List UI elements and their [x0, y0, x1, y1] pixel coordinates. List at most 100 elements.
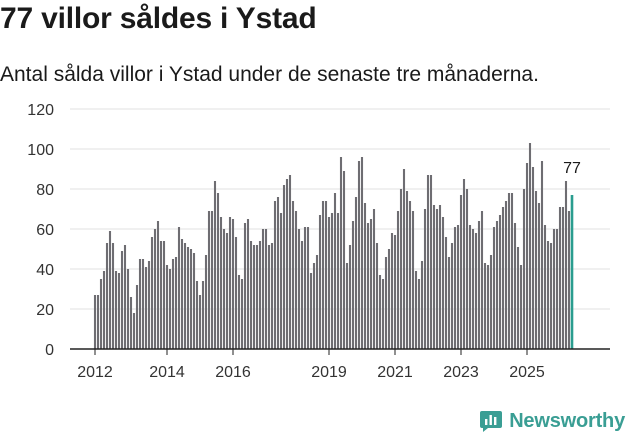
bar	[327, 217, 331, 349]
bar	[174, 257, 178, 349]
bar	[108, 231, 112, 349]
bar	[204, 255, 208, 349]
bar	[126, 269, 130, 349]
bar	[135, 285, 139, 349]
x-tick-label: 2023	[443, 364, 479, 381]
bar	[543, 225, 547, 349]
bar	[462, 179, 466, 349]
bar	[246, 219, 250, 349]
bar	[294, 211, 298, 349]
bar	[513, 223, 517, 349]
latest-value-label: 77	[563, 160, 581, 177]
bar	[342, 171, 346, 349]
bar	[492, 227, 496, 349]
bar	[237, 275, 241, 349]
x-tick-label: 2012	[77, 364, 113, 381]
x-tick-label: 2021	[377, 364, 413, 381]
bar	[303, 227, 307, 349]
bar	[402, 169, 406, 349]
bar	[474, 233, 478, 349]
bar	[447, 257, 451, 349]
bar	[339, 157, 343, 349]
bar	[336, 213, 340, 349]
bar	[555, 229, 559, 349]
bar	[324, 201, 328, 349]
bar	[381, 279, 385, 349]
bar	[480, 211, 484, 349]
bar	[171, 259, 175, 349]
bar	[405, 191, 409, 349]
bar	[102, 271, 106, 349]
bar	[429, 175, 433, 349]
bar	[564, 181, 568, 349]
y-tick-label: 120	[27, 102, 54, 119]
bar	[282, 185, 286, 349]
y-tick-label: 80	[36, 182, 54, 199]
bar	[516, 247, 520, 349]
bar	[261, 229, 265, 349]
bar	[213, 181, 217, 349]
bar	[96, 295, 100, 349]
bar	[180, 239, 184, 349]
bar	[270, 243, 274, 349]
bar	[177, 227, 181, 349]
bar	[525, 163, 529, 349]
bar	[531, 167, 535, 349]
bar	[459, 195, 463, 349]
y-tick-label: 20	[36, 302, 54, 319]
bar	[297, 229, 301, 349]
bar	[471, 229, 475, 349]
bar	[129, 297, 133, 349]
bar	[345, 263, 349, 349]
bar	[132, 313, 136, 349]
bar	[318, 215, 322, 349]
bar	[435, 209, 439, 349]
bar	[291, 201, 295, 349]
bar	[288, 175, 292, 349]
bar	[225, 233, 229, 349]
bar	[186, 247, 190, 349]
bar	[222, 229, 226, 349]
bar	[363, 203, 367, 349]
bar	[561, 207, 565, 349]
bar	[390, 233, 394, 349]
bar	[450, 243, 454, 349]
bar	[552, 229, 556, 349]
bar	[426, 175, 430, 349]
bar	[528, 143, 532, 349]
bar	[111, 243, 115, 349]
bar	[147, 261, 151, 349]
bar	[483, 263, 487, 349]
bar	[507, 193, 511, 349]
x-axis-ticks: 2012 2014 2016 2019 2021 2023 2025	[77, 349, 545, 381]
bar	[369, 219, 373, 349]
bar	[159, 241, 163, 349]
bar	[120, 251, 124, 349]
bar	[504, 201, 508, 349]
bar	[360, 157, 364, 349]
brand-name: Newsworthy	[509, 409, 625, 432]
newsworthy-chart-logo-icon	[480, 411, 503, 432]
bar	[210, 211, 214, 349]
bar	[234, 237, 238, 349]
bar	[372, 209, 376, 349]
bar	[537, 203, 541, 349]
x-tick-label: 2014	[149, 364, 185, 381]
bar	[468, 225, 472, 349]
bar	[519, 265, 523, 349]
bar	[165, 265, 169, 349]
bar	[228, 217, 232, 349]
bar	[540, 161, 544, 349]
y-axis-ticks: 0 20 40 60 80 100 120	[27, 102, 54, 359]
bar	[498, 215, 502, 349]
bar	[456, 225, 460, 349]
bar	[417, 279, 421, 349]
bar	[465, 189, 469, 349]
bar	[306, 227, 310, 349]
bar	[192, 253, 196, 349]
bar	[249, 241, 253, 349]
bar	[285, 179, 289, 349]
bar	[333, 193, 337, 349]
bar-latest	[570, 195, 574, 349]
bar	[207, 211, 211, 349]
